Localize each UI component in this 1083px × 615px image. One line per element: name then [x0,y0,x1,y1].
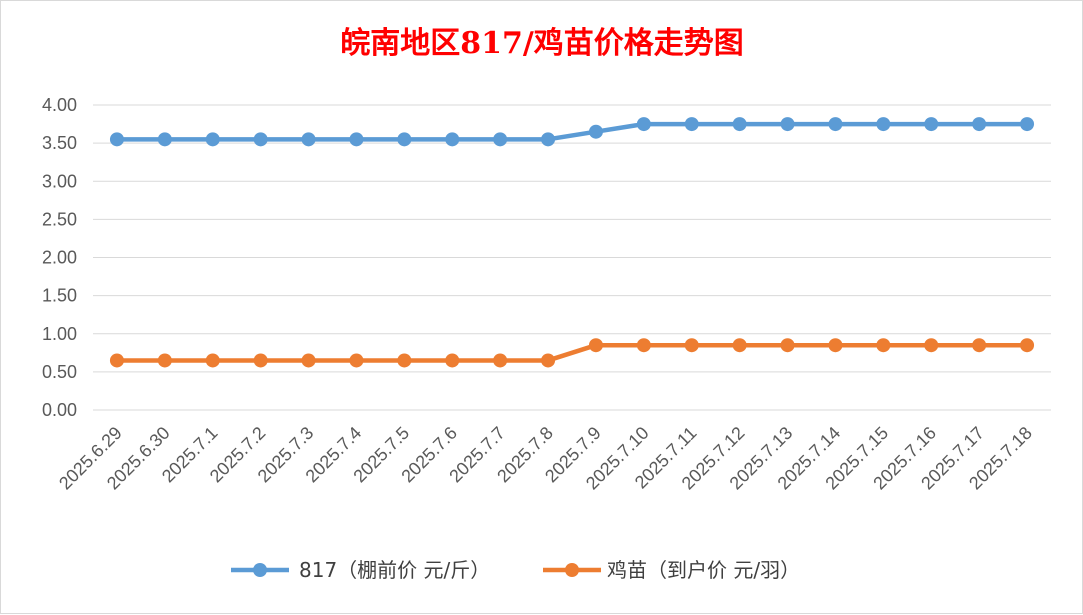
data-point [1020,338,1035,353]
data-point [349,132,364,147]
legend-marker-icon [565,563,579,577]
series-2 [109,338,1035,368]
data-point [828,338,843,353]
data-point [972,117,987,132]
data-point [780,117,795,132]
data-point [876,117,891,132]
data-point [397,132,412,147]
series-line [114,121,1030,142]
data-point [732,338,747,353]
data-point [445,353,460,368]
data-point [972,338,987,353]
data-point [828,117,843,132]
y-tick-label: 2.50 [42,209,77,229]
y-tick-label: 0.00 [42,400,77,420]
data-point [109,353,124,368]
y-tick-label: 1.00 [42,324,77,344]
data-point [588,338,603,353]
data-point [445,132,460,147]
data-point [541,132,556,147]
data-point [684,117,699,132]
y-tick-label: 4.00 [42,95,77,115]
chart-title: 皖南地区817/鸡苗价格走势图 [340,26,744,61]
series-1 [109,117,1035,147]
data-point [588,124,603,139]
legend-item: 817（棚前价 元/斤） [231,558,490,582]
data-point [876,338,891,353]
legend: 817（棚前价 元/斤） 鸡苗（到户价 元/羽） [231,558,800,582]
data-point [684,338,699,353]
data-point [924,338,939,353]
x-axis-ticks: 2025.6.292025.6.302025.7.12025.7.22025.7… [55,423,1036,494]
legend-marker-icon [253,563,267,577]
data-point [541,353,556,368]
data-point [636,117,651,132]
data-point [205,132,220,147]
data-point [493,353,508,368]
data-point [253,353,268,368]
data-point [253,132,268,147]
y-tick-label: 1.50 [42,286,77,306]
y-tick-label: 2.00 [42,248,77,268]
y-tick-label: 0.50 [42,362,77,382]
data-point [924,117,939,132]
legend-label: 817（棚前价 元/斤） [299,558,490,582]
y-tick-label: 3.50 [42,133,77,153]
grid-lines [93,104,1051,411]
data-point [157,353,172,368]
y-tick-label: 3.00 [42,171,77,191]
data-point [1020,117,1035,132]
data-point [397,353,412,368]
data-point [780,338,795,353]
data-point [732,117,747,132]
data-point [349,353,364,368]
y-axis-ticks: 0.00 0.50 1.00 1.50 2.00 2.50 3.00 3.50 4.00 [42,95,77,420]
series-layer [109,117,1035,368]
data-point [301,353,316,368]
legend-label: 鸡苗（到户价 元/羽） [607,558,800,582]
data-point [157,132,172,147]
data-point [205,353,220,368]
legend-item: 鸡苗（到户价 元/羽） [543,558,800,582]
data-point [636,338,651,353]
data-point [493,132,508,147]
data-point [301,132,316,147]
series-line [114,342,1030,363]
data-point [109,132,124,147]
